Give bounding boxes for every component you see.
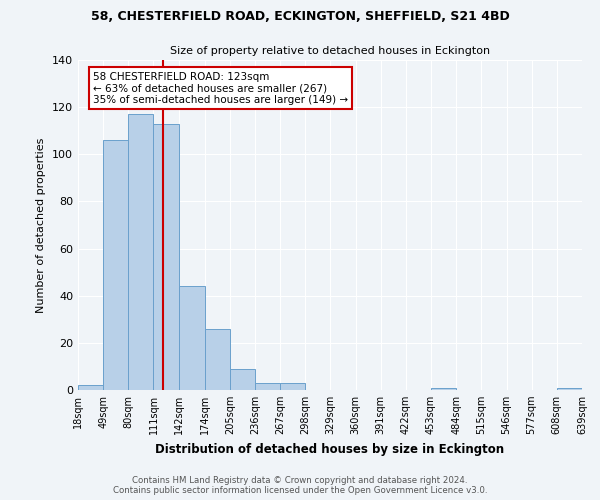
Y-axis label: Number of detached properties: Number of detached properties (37, 138, 46, 312)
X-axis label: Distribution of detached houses by size in Eckington: Distribution of detached houses by size … (155, 442, 505, 456)
Text: 58 CHESTERFIELD ROAD: 123sqm
← 63% of detached houses are smaller (267)
35% of s: 58 CHESTERFIELD ROAD: 123sqm ← 63% of de… (93, 72, 348, 105)
Bar (557, 388, 582, 390)
Text: 58, CHESTERFIELD ROAD, ECKINGTON, SHEFFIELD, S21 4BD: 58, CHESTERFIELD ROAD, ECKINGTON, SHEFFI… (91, 10, 509, 23)
Bar (103, 140, 128, 390)
Bar (205, 328, 230, 390)
Bar (280, 383, 305, 390)
Bar (128, 114, 154, 390)
Bar (78, 386, 103, 390)
Title: Size of property relative to detached houses in Eckington: Size of property relative to detached ho… (170, 46, 490, 56)
Bar (431, 388, 456, 390)
Bar (154, 124, 179, 390)
Bar (230, 369, 255, 390)
Text: Contains HM Land Registry data © Crown copyright and database right 2024.
Contai: Contains HM Land Registry data © Crown c… (113, 476, 487, 495)
Bar (179, 286, 205, 390)
Bar (255, 383, 280, 390)
